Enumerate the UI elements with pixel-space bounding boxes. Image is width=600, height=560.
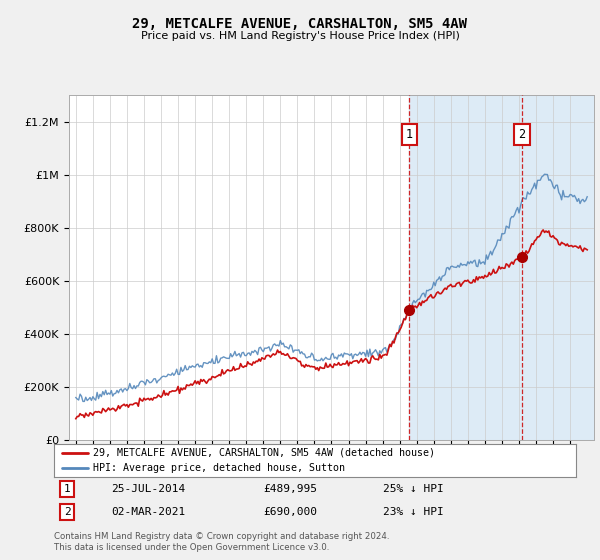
Text: 29, METCALFE AVENUE, CARSHALTON, SM5 4AW: 29, METCALFE AVENUE, CARSHALTON, SM5 4AW [133,16,467,30]
Text: £489,995: £489,995 [263,484,317,494]
Text: Contains HM Land Registry data © Crown copyright and database right 2024.
This d: Contains HM Land Registry data © Crown c… [54,533,389,552]
Text: 1: 1 [64,484,70,494]
Bar [409,95,596,440]
Text: 1: 1 [406,128,413,141]
Text: 02-MAR-2021: 02-MAR-2021 [112,507,185,517]
Text: 25-JUL-2014: 25-JUL-2014 [112,484,185,494]
Text: HPI: Average price, detached house, Sutton: HPI: Average price, detached house, Sutt… [93,463,345,473]
Text: 2: 2 [64,507,70,517]
Text: 2: 2 [518,128,526,141]
Text: 25% ↓ HPI: 25% ↓ HPI [383,484,443,494]
Text: £690,000: £690,000 [263,507,317,517]
Text: 23% ↓ HPI: 23% ↓ HPI [383,507,443,517]
Text: 29, METCALFE AVENUE, CARSHALTON, SM5 4AW (detached house): 29, METCALFE AVENUE, CARSHALTON, SM5 4AW… [93,447,435,458]
Text: Price paid vs. HM Land Registry's House Price Index (HPI): Price paid vs. HM Land Registry's House … [140,31,460,41]
